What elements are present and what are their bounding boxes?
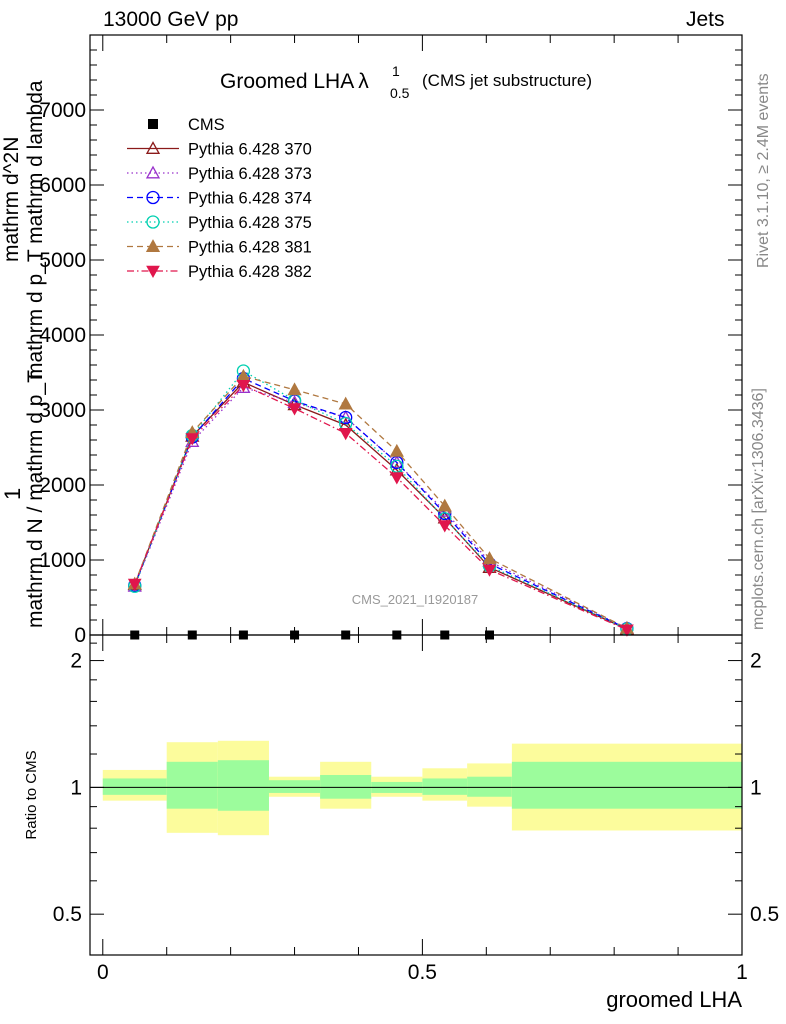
ratio-green-band-7	[467, 776, 512, 797]
ratio-ytick-label-left: 0.5	[53, 903, 82, 926]
chart-title-subscript: 0.5	[390, 85, 410, 101]
ratio-ytick-label-left: 1	[70, 776, 82, 799]
ratio-ytick-label-left: 2	[70, 650, 82, 673]
legend-marker-2	[145, 165, 161, 179]
main-y-label-one: 1	[0, 487, 25, 500]
legend-marker-3	[146, 190, 160, 205]
ratio-xtick-label: 0	[97, 961, 109, 984]
main-y-label-rest: mathrm d p_T mathrm d lambda	[24, 80, 47, 380]
main-ytick-label: 7000	[39, 99, 86, 122]
ratio-xtick-label: 1	[736, 961, 748, 984]
ratio-green-band-3	[268, 780, 321, 793]
series-point-6-7	[482, 564, 497, 577]
chart-title-note: (CMS jet substructure)	[422, 71, 592, 90]
legend-label-1: Pythia 6.428 370	[188, 141, 312, 159]
analysis-watermark: CMS_2021_I1920187	[352, 592, 479, 607]
ratio-xtick-label: 0.5	[408, 961, 437, 984]
series-point-5-5	[389, 443, 404, 457]
series-point-6-1	[185, 433, 200, 446]
series-point-6-4	[338, 427, 353, 441]
ratio-green-band-8	[511, 761, 742, 809]
header-process-label: Jets	[686, 8, 725, 31]
rivet-version-label: Rivet 3.1.10, ≥ 2.4M events	[755, 73, 772, 268]
main-ytick-label: 5000	[39, 249, 86, 272]
series-point-6-8	[620, 624, 634, 637]
main-ytick-label: 3000	[39, 399, 86, 422]
ratio-y-axis-label: Ratio to CMS	[23, 750, 40, 839]
series-line-3	[134, 377, 628, 630]
ratio-green-band-1	[166, 761, 218, 809]
ratio-green-band-6	[422, 778, 468, 795]
legend: CMS Pythia 6.428 370 Pythia 6.428 373 Pythi…	[127, 116, 312, 281]
ratio-ytick-label-right: 2	[750, 650, 762, 673]
ratio-green-band-2	[217, 760, 269, 811]
legend-label-5: Pythia 6.428 381	[188, 239, 312, 257]
series-point-6-0	[127, 578, 142, 592]
series-point-6-2	[236, 379, 251, 393]
chart-title-superscript: 1	[392, 63, 400, 79]
series-point-5-7	[482, 551, 497, 564]
ratio-plot: 0 0.5 1 groomed LHA 0.5 0.5 1 1 2 2 Ratio to CMS	[23, 634, 779, 1012]
series-line-5	[134, 375, 628, 629]
legend-label-4: Pythia 6.428 375	[188, 214, 312, 232]
x-axis-label: groomed LHA	[606, 987, 742, 1012]
ratio-ytick-label-right: 0.5	[750, 903, 779, 926]
ratio-green-band-0	[102, 778, 167, 795]
ratio-green-band-4	[320, 774, 372, 799]
main-ytick-label: 2000	[39, 474, 86, 497]
series-point-5-6	[437, 498, 452, 512]
series-point-6-5	[389, 472, 404, 485]
series-6	[127, 379, 634, 637]
main-y-label-numerator: mathrm d^2N	[0, 136, 23, 262]
legend-label-6: Pythia 6.428 382	[188, 263, 312, 281]
chart-title: Groomed LHA λ	[220, 70, 369, 93]
ratio-frame	[89, 634, 743, 956]
series-point-2-5	[389, 455, 404, 468]
ratio-ytick-label-right: 1	[750, 776, 762, 799]
main-ytick-label: 1000	[39, 549, 86, 572]
legend-marker-4	[146, 215, 160, 229]
main-plot: 0 1000 2000 3000 4000 5000 6000 7000 Groomed LHA…	[39, 34, 743, 647]
header-energy-label: 13000 GeV pp	[103, 8, 239, 31]
main-ytick-label: 4000	[39, 324, 86, 347]
series-line-2	[134, 386, 628, 629]
legend-label-0: CMS	[188, 116, 225, 134]
series-point-6-3	[287, 403, 302, 416]
legend-marker-6	[146, 265, 160, 279]
series-line-4	[134, 370, 628, 630]
ratio-error-bands	[102, 740, 742, 836]
legend-marker-1	[145, 141, 161, 154]
main-ytick-label: 0	[74, 624, 86, 647]
mcplots-credit-label: mcplots.cern.ch [arXiv:1306.3436]	[750, 388, 767, 630]
legend-label-3: Pythia 6.428 374	[188, 190, 312, 208]
legend-marker-5	[145, 239, 161, 252]
series-point-6-6	[437, 520, 452, 533]
series-point-3-4	[339, 410, 353, 425]
main-y-label-denominator: mathrm d N / mathrm d p_T	[24, 370, 47, 628]
main-ytick-label: 6000	[39, 174, 86, 197]
legend-marker-0	[148, 119, 158, 129]
series-point-5-3	[287, 382, 302, 396]
legend-label-2: Pythia 6.428 373	[188, 165, 312, 183]
series-point-5-4	[338, 396, 353, 410]
